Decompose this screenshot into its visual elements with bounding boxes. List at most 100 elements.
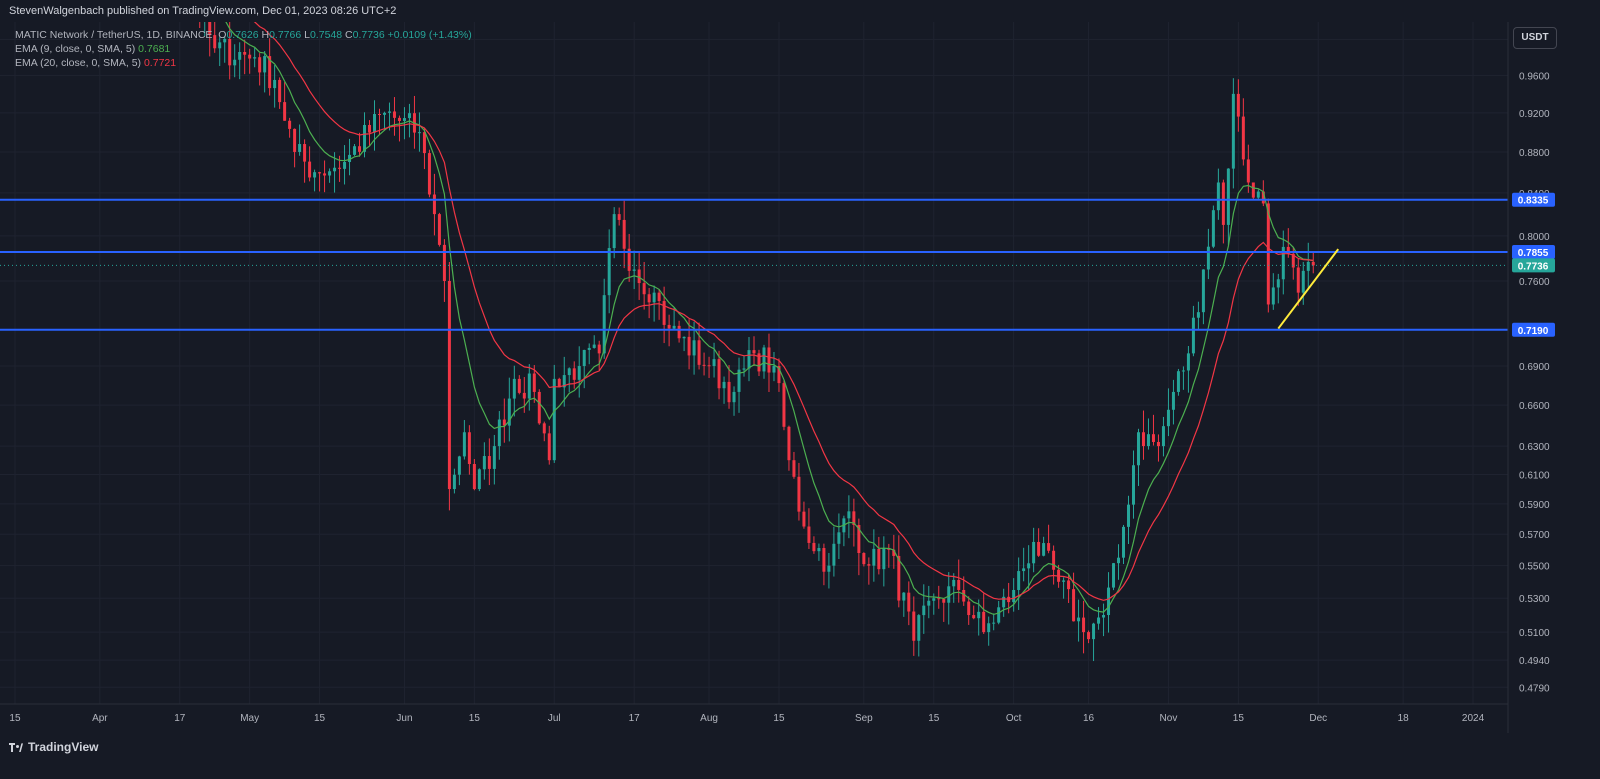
- candle-body: [283, 102, 287, 121]
- candle-body: [617, 214, 621, 220]
- time-axis[interactable]: 15 Apr 17 May 15 Jun 15 Jul 17 Aug 15 Sep 15 Oct 16 Nov…: [9, 713, 1484, 724]
- candle-body: [592, 344, 596, 348]
- candle-body: [602, 295, 606, 354]
- legend-ema20-row: EMA (20, close, 0, SMA, 5) 0.7721: [15, 56, 472, 70]
- time-tick-label: Nov: [1160, 713, 1178, 724]
- legend-open: 0.7626: [226, 29, 259, 41]
- candle-body: [682, 336, 686, 339]
- price-tick-label: 0.5300: [1519, 594, 1550, 605]
- candle-body: [1037, 541, 1041, 556]
- candle-body: [1206, 246, 1210, 270]
- tradingview-brand[interactable]: TradingView: [9, 740, 98, 754]
- candle-body: [1077, 617, 1081, 622]
- legend-ema20-value: 0.7721: [143, 57, 177, 69]
- candle-body: [932, 598, 936, 601]
- candle-body: [263, 56, 267, 73]
- candle-body: [902, 592, 906, 601]
- candle-body: [867, 564, 871, 566]
- price-tick-label: 0.4940: [1519, 656, 1550, 667]
- time-tick-label: May: [240, 713, 259, 724]
- currency-button[interactable]: USDT: [1513, 27, 1557, 49]
- candle-body: [547, 433, 551, 461]
- time-tick-label: Dec: [1309, 713, 1327, 724]
- candle-body: [1236, 93, 1240, 117]
- chart-area[interactable]: 1.00000.96000.92000.88000.84000.80000.76…: [0, 0, 1600, 733]
- candle-body: [1102, 615, 1106, 618]
- candle-body: [502, 419, 506, 426]
- candle-body: [697, 340, 701, 365]
- candle-body: [732, 391, 736, 403]
- chart-background: [0, 22, 1600, 733]
- candle-body: [872, 548, 876, 566]
- candle-body: [1221, 182, 1225, 225]
- price-chart[interactable]: 1.00000.96000.92000.88000.84000.80000.76…: [0, 0, 1600, 733]
- time-tick-label: Apr: [92, 713, 108, 724]
- candle-body: [702, 364, 706, 366]
- price-tick-label: 0.4790: [1519, 683, 1550, 694]
- candle-body: [427, 153, 431, 195]
- candle-body: [328, 171, 332, 176]
- time-tick-label: 17: [174, 713, 186, 724]
- price-tick-label: 0.6900: [1519, 362, 1550, 373]
- candle-body: [402, 118, 406, 121]
- candle-body: [582, 349, 586, 367]
- candle-body: [782, 383, 786, 427]
- candle-body: [762, 347, 766, 372]
- level-price-tag: [1512, 322, 1555, 337]
- time-tick-label: 15: [9, 713, 21, 724]
- trendline-group[interactable]: [1277, 248, 1340, 330]
- candle-body: [318, 172, 322, 174]
- candle-body: [612, 214, 616, 249]
- candle-body: [627, 248, 631, 271]
- candle-body: [947, 586, 951, 603]
- candle-body: [607, 248, 611, 296]
- legend-low: 0.7548: [309, 29, 343, 41]
- candle-body: [208, 12, 212, 36]
- candle-body: [772, 366, 776, 373]
- candle-body: [447, 280, 451, 490]
- candle-body: [1022, 568, 1026, 572]
- candle-body: [343, 162, 347, 169]
- candle-body: [387, 111, 391, 113]
- candle-body: [517, 378, 521, 393]
- candle-body: [382, 112, 386, 115]
- candle-body: [238, 51, 242, 60]
- candle-body: [777, 366, 781, 384]
- horizontal-levels[interactable]: [0, 198, 1508, 331]
- candle-body: [392, 111, 396, 118]
- candle-body: [492, 446, 496, 469]
- candle-body: [807, 526, 811, 543]
- candle-body: [522, 392, 526, 399]
- candle-body: [432, 194, 436, 215]
- candle-body: [1226, 168, 1230, 225]
- candle-body: [722, 381, 726, 389]
- candle-body: [967, 601, 971, 616]
- brand-name: TradingView: [28, 740, 99, 754]
- candle-body: [273, 79, 277, 89]
- time-tick-label: 15: [314, 713, 326, 724]
- candle-body: [377, 114, 381, 116]
- legend-close: 0.7736: [352, 29, 385, 41]
- candle-body: [1107, 587, 1111, 616]
- level-price-tag: [1512, 192, 1555, 207]
- candle-body: [597, 344, 601, 354]
- price-tick-label: 0.6100: [1519, 471, 1550, 482]
- price-tick-label: 0.9200: [1519, 109, 1550, 120]
- candle-body: [992, 622, 996, 624]
- price-tick-label: 0.9600: [1519, 71, 1550, 82]
- candle-body: [1062, 580, 1066, 582]
- candle-body: [258, 57, 262, 73]
- candle-body: [452, 474, 456, 490]
- candle-body: [1266, 203, 1270, 305]
- publisher-line: StevenWalgenbach published on TradingVie…: [9, 5, 397, 17]
- candle-body: [727, 381, 731, 403]
- candle-body: [552, 378, 556, 461]
- candle-body: [1261, 191, 1265, 204]
- candle-body: [1196, 312, 1200, 318]
- candle-body: [1176, 371, 1180, 392]
- price-tick-label: 0.7600: [1519, 277, 1550, 288]
- candle-body: [407, 113, 411, 119]
- candle-body: [1286, 246, 1290, 254]
- candle-body: [1186, 353, 1190, 371]
- candle-body: [457, 456, 461, 475]
